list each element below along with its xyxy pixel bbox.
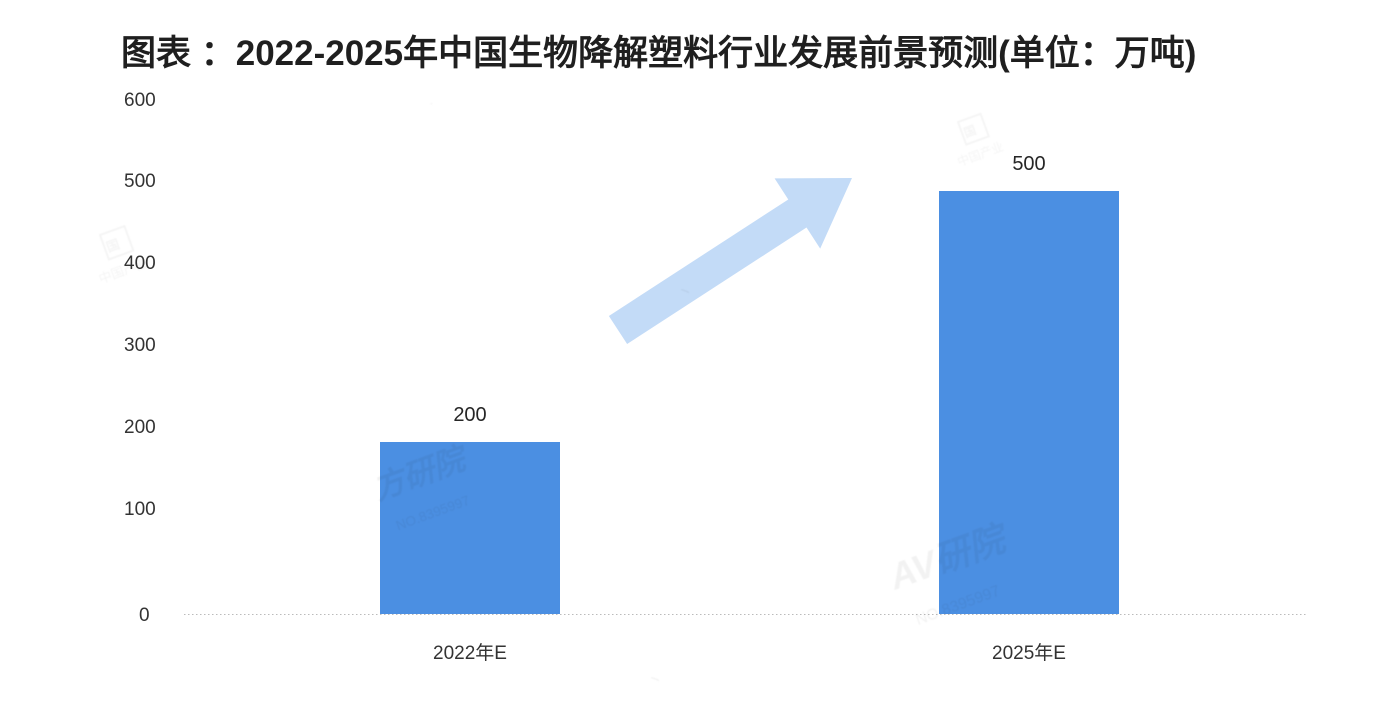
svg-text:国: 国 xyxy=(104,236,121,255)
svg-text:国: 国 xyxy=(962,123,978,140)
svg-text:丶: 丶 xyxy=(646,670,667,691)
svg-text:.: . xyxy=(426,92,435,107)
